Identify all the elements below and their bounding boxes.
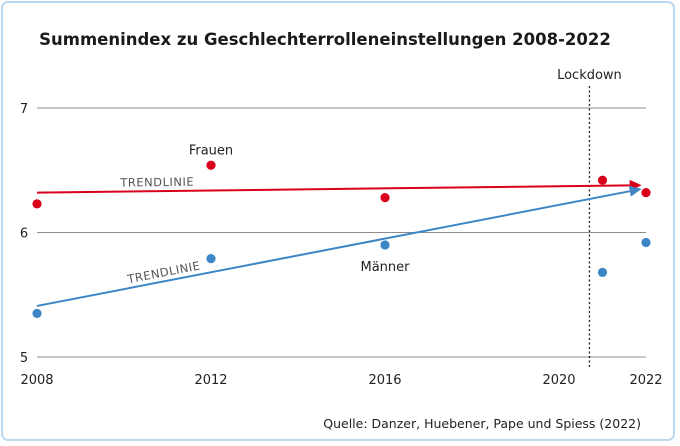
y-tick-label-7: 7 (20, 102, 28, 117)
chart-frame (1, 1, 675, 441)
point-frauen-2022 (641, 188, 651, 198)
gridlines: 5 6 7 2008 2012 2016 2020 2022 (20, 102, 663, 388)
data-points (32, 160, 651, 319)
lockdown-label: Lockdown (557, 68, 622, 83)
point-frauen-2012 (206, 160, 216, 170)
annotations: Lockdown (557, 68, 622, 368)
x-tick-label-2012: 2012 (194, 373, 227, 388)
trendline-label-frauen: TRENDLINIE (119, 175, 194, 190)
trendline-frauen (36, 184, 630, 194)
point-mnner-2016 (380, 240, 390, 250)
point-frauen-2021 (597, 175, 608, 185)
y-tick-label-6: 6 (20, 227, 28, 242)
series-label-maenner: Männer (360, 260, 410, 275)
point-mnner-2022 (641, 237, 651, 248)
series-label-frauen: Frauen (189, 143, 233, 158)
trendline-mnner (36, 190, 631, 307)
y-tick-label-5: 5 (20, 351, 28, 366)
trendline-arrowhead-mnner (628, 185, 642, 197)
x-tick-label-2022: 2022 (629, 373, 662, 388)
chart-title: Summenindex zu Geschlechterrolleneinstel… (39, 30, 611, 49)
x-tick-label-2020: 2020 (542, 373, 575, 388)
point-mnner-2012 (206, 254, 216, 264)
trendlines (36, 179, 642, 307)
point-frauen-2008 (32, 199, 42, 209)
x-tick-label-2008: 2008 (20, 373, 53, 388)
x-tick-label-2016: 2016 (368, 373, 401, 388)
point-mnner-2021 (597, 267, 608, 277)
source-note: Quelle: Danzer, Huebener, Pape und Spies… (323, 416, 641, 431)
point-frauen-2016 (380, 193, 390, 203)
point-mnner-2008 (32, 308, 42, 319)
